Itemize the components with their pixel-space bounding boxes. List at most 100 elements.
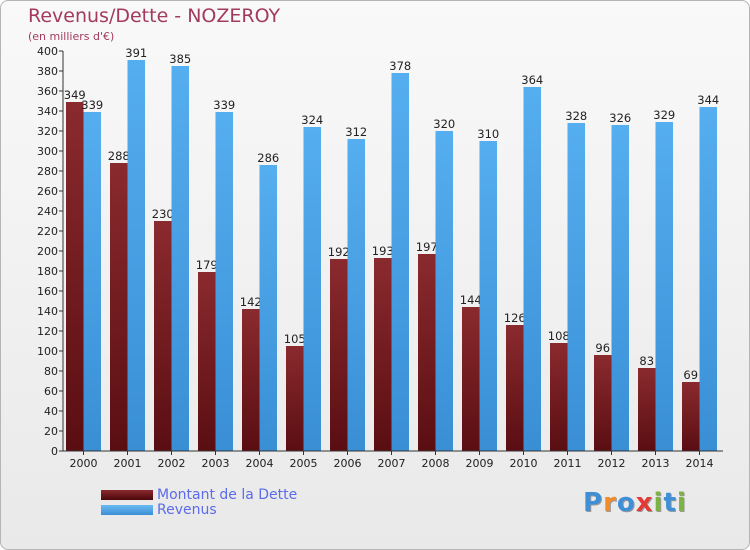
logo-letter: o: [616, 488, 636, 518]
x-tick-label: 2004: [246, 457, 274, 470]
y-tick-label: 380: [37, 65, 58, 78]
bar-revenus: [391, 73, 409, 451]
data-label-revenus: 310: [477, 127, 499, 141]
data-label-dette: 142: [240, 295, 262, 309]
x-tick-label: 2010: [510, 457, 538, 470]
logo-letter: P: [583, 488, 604, 518]
y-tick-label: 120: [37, 325, 58, 338]
legend-label-revenus: Revenus: [157, 502, 217, 518]
bar-dette: [594, 355, 612, 451]
x-tick-label: 2003: [202, 457, 230, 470]
bar-dette: [154, 221, 172, 451]
y-tick-label: 340: [37, 105, 58, 118]
y-tick-label: 0: [51, 445, 58, 458]
legend-swatch-dette: [101, 490, 153, 500]
x-tick-label: 2007: [378, 457, 406, 470]
bar-revenus: [259, 165, 277, 451]
data-label-revenus: 378: [389, 59, 411, 73]
bars: 3493392883912303851793391422861053241923…: [64, 46, 719, 451]
x-tick-label: 2006: [334, 457, 362, 470]
y-tick-label: 40: [44, 405, 58, 418]
y-tick-label: 360: [37, 85, 58, 98]
x-tick-label: 2009: [466, 457, 494, 470]
y-tick-label: 300: [37, 145, 58, 158]
proxiti-logo: Proxiti: [583, 488, 687, 518]
data-label-revenus: 391: [125, 46, 147, 60]
logo-letter: r: [603, 488, 617, 518]
bar-dette: [374, 258, 392, 451]
y-tick-label: 140: [37, 305, 58, 318]
data-label-dette: 69: [683, 368, 698, 382]
bar-revenus: [567, 123, 585, 451]
data-label-dette: 193: [372, 244, 394, 258]
x-tick-label: 2013: [642, 457, 670, 470]
legend-item-revenus: Revenus: [101, 502, 217, 518]
y-tick-label: 280: [37, 165, 58, 178]
bar-dette: [330, 259, 348, 451]
legend-swatch-revenus: [101, 505, 153, 515]
bar-dette: [198, 272, 216, 451]
x-tick-label: 2014: [686, 457, 714, 470]
x-tick-label: 2005: [290, 457, 318, 470]
data-label-revenus: 339: [81, 98, 103, 112]
x-tick-label: 2002: [158, 457, 186, 470]
legend-label-dette: Montant de la Dette: [157, 487, 298, 503]
x-tick-label: 2008: [422, 457, 450, 470]
y-tick-label: 100: [37, 345, 58, 358]
data-label-revenus: 339: [213, 98, 235, 112]
y-axis: 0 20 40 60 80 100 120 140 160 180 200 220 240 260 280 3…: [37, 45, 64, 458]
data-label-dette: 288: [108, 149, 130, 163]
bar-revenus: [699, 107, 717, 451]
chart-title: Revenus/Dette - NOZEROY: [28, 5, 281, 27]
bar-revenus: [435, 131, 453, 451]
y-tick-label: 260: [37, 185, 58, 198]
bar-dette: [550, 343, 568, 451]
bar-revenus: [127, 60, 145, 451]
x-tick-label: 2012: [598, 457, 626, 470]
x-tick-label: 2000: [70, 457, 98, 470]
bar-dette: [682, 382, 700, 451]
bar-dette: [242, 309, 260, 451]
logo-letter: i: [653, 488, 664, 518]
bar-dette: [418, 254, 436, 451]
y-tick-label: 220: [37, 225, 58, 238]
data-label-revenus: 344: [697, 93, 719, 107]
data-label-dette: 96: [595, 341, 610, 355]
data-label-dette: 83: [639, 354, 654, 368]
data-label-revenus: 326: [609, 111, 631, 125]
data-label-revenus: 324: [301, 113, 323, 127]
bar-dette: [506, 325, 524, 451]
bar-revenus: [523, 87, 541, 451]
chart-subtitle: (en milliers d'€): [28, 30, 115, 43]
data-label-revenus: 312: [345, 125, 367, 139]
y-tick-label: 180: [37, 265, 58, 278]
x-axis: 2000 2001 2002 2003 2004 2005 2006 2007 2008 2009…: [63, 450, 723, 470]
data-label-dette: 105: [284, 332, 306, 346]
bar-dette: [66, 102, 84, 451]
bar-revenus: [171, 66, 189, 451]
bar-revenus: [83, 112, 101, 451]
legend-item-dette: Montant de la Dette: [101, 487, 297, 503]
bar-revenus: [611, 125, 629, 451]
bar-revenus: [303, 127, 321, 451]
x-tick-label: 2011: [554, 457, 582, 470]
data-label-dette: 179: [196, 258, 218, 272]
data-label-dette: 349: [64, 88, 86, 102]
logo-letter: t: [663, 488, 677, 518]
y-tick-label: 320: [37, 125, 58, 138]
y-tick-label: 20: [44, 425, 58, 438]
bar-dette: [110, 163, 128, 451]
y-tick-label: 240: [37, 205, 58, 218]
x-tick-label: 2001: [114, 457, 142, 470]
data-label-dette: 108: [548, 329, 570, 343]
bar-dette: [286, 346, 304, 451]
y-tick-label: 80: [44, 365, 58, 378]
data-label-revenus: 364: [521, 73, 543, 87]
data-label-revenus: 286: [257, 151, 279, 165]
data-label-revenus: 329: [653, 108, 675, 122]
y-tick-label: 200: [37, 245, 58, 258]
data-label-dette: 192: [328, 245, 350, 259]
logo-letter: i: [676, 488, 687, 518]
y-tick-label: 400: [37, 45, 58, 58]
